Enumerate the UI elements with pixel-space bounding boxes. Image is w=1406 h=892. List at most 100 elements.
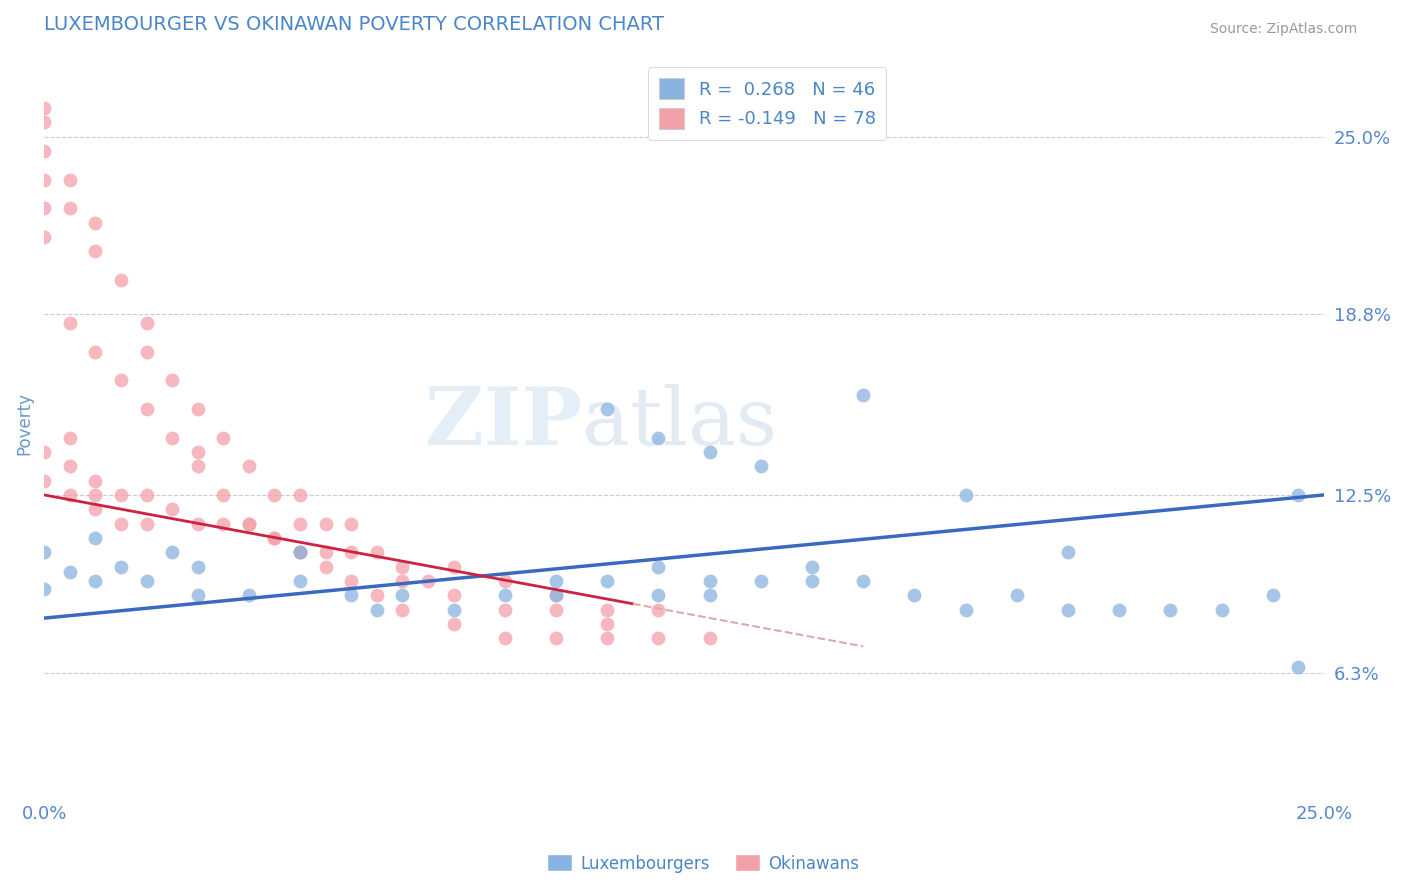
Point [699, 445, 721, 459]
Point [494, 631, 516, 645]
Point [546, 588, 568, 602]
Point [32, 115, 55, 129]
Point [135, 574, 157, 588]
Point [187, 459, 209, 474]
Point [749, 574, 772, 588]
Point [32, 144, 55, 158]
Point [340, 545, 363, 559]
Point [110, 559, 132, 574]
Point [647, 588, 669, 602]
Legend: Luxembourgers, Okinawans: Luxembourgers, Okinawans [540, 847, 866, 880]
Point [135, 488, 157, 502]
Point [546, 602, 568, 616]
Point [135, 316, 157, 330]
Point [84, 574, 107, 588]
Point [288, 574, 311, 588]
Point [647, 431, 669, 445]
Point [494, 602, 516, 616]
Point [187, 516, 209, 531]
Point [59, 202, 82, 216]
Point [135, 401, 157, 416]
Point [32, 230, 55, 244]
Point [1108, 602, 1130, 616]
Point [494, 588, 516, 602]
Point [596, 616, 619, 631]
Point [110, 373, 132, 387]
Text: Source: ZipAtlas.com: Source: ZipAtlas.com [1209, 22, 1357, 37]
Point [288, 545, 311, 559]
Y-axis label: Poverty: Poverty [15, 392, 32, 455]
Point [315, 516, 337, 531]
Point [59, 459, 82, 474]
Point [288, 488, 311, 502]
Point [596, 401, 619, 416]
Point [187, 559, 209, 574]
Point [160, 502, 183, 516]
Point [32, 202, 55, 216]
Point [366, 602, 388, 616]
Point [32, 445, 55, 459]
Point [84, 216, 107, 230]
Point [366, 588, 388, 602]
Point [801, 574, 824, 588]
Point [315, 559, 337, 574]
Text: ZIP: ZIP [425, 384, 582, 462]
Point [59, 316, 82, 330]
Point [699, 631, 721, 645]
Point [416, 574, 439, 588]
Point [32, 474, 55, 488]
Point [59, 431, 82, 445]
Point [187, 401, 209, 416]
Point [32, 582, 55, 597]
Point [443, 559, 465, 574]
Point [59, 488, 82, 502]
Point [546, 574, 568, 588]
Point [852, 574, 875, 588]
Point [84, 344, 107, 359]
Point [212, 516, 235, 531]
Point [699, 588, 721, 602]
Point [135, 516, 157, 531]
Point [315, 545, 337, 559]
Point [749, 459, 772, 474]
Point [135, 344, 157, 359]
Point [84, 488, 107, 502]
Point [59, 173, 82, 187]
Text: LUXEMBOURGER VS OKINAWAN POVERTY CORRELATION CHART: LUXEMBOURGER VS OKINAWAN POVERTY CORRELA… [44, 15, 664, 34]
Point [238, 516, 260, 531]
Point [391, 588, 413, 602]
Point [801, 559, 824, 574]
Point [1286, 488, 1309, 502]
Point [238, 588, 260, 602]
Point [160, 545, 183, 559]
Point [110, 516, 132, 531]
Point [187, 445, 209, 459]
Point [263, 531, 285, 545]
Point [596, 574, 619, 588]
Legend: R =  0.268   N = 46, R = -0.149   N = 78: R = 0.268 N = 46, R = -0.149 N = 78 [648, 67, 886, 140]
Point [443, 616, 465, 631]
Point [955, 602, 977, 616]
Point [187, 588, 209, 602]
Point [110, 488, 132, 502]
Point [647, 631, 669, 645]
Point [1261, 588, 1284, 602]
Point [443, 602, 465, 616]
Point [59, 566, 82, 580]
Point [32, 545, 55, 559]
Point [1286, 660, 1309, 674]
Point [84, 474, 107, 488]
Point [494, 574, 516, 588]
Point [1057, 545, 1080, 559]
Point [366, 545, 388, 559]
Point [110, 273, 132, 287]
Point [263, 531, 285, 545]
Point [212, 431, 235, 445]
Point [32, 173, 55, 187]
Point [699, 574, 721, 588]
Point [903, 588, 925, 602]
Point [391, 559, 413, 574]
Point [647, 602, 669, 616]
Point [1211, 602, 1233, 616]
Point [84, 531, 107, 545]
